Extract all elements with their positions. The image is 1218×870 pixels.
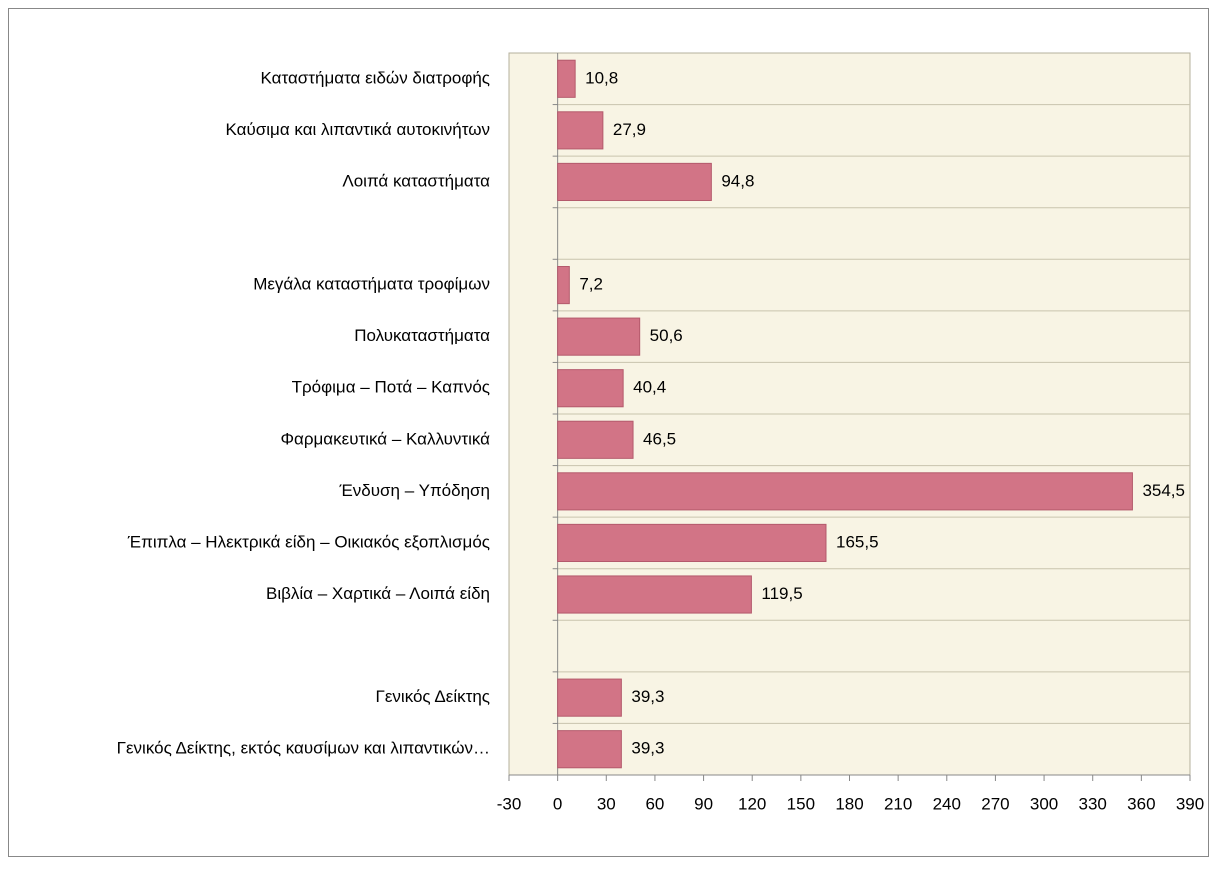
value-label: 119,5 <box>761 584 802 603</box>
value-label: 165,5 <box>836 532 879 551</box>
x-tick-label: 150 <box>787 794 815 813</box>
bar <box>557 730 622 769</box>
x-tick-label: 180 <box>835 794 863 813</box>
bar <box>557 523 827 562</box>
x-tick-label: 270 <box>981 794 1009 813</box>
y-tick-label: Καύσιμα και λιπαντικά αυτοκινήτων <box>226 120 490 139</box>
x-tick-label: 30 <box>597 794 616 813</box>
x-tick-label: -30 <box>497 794 522 813</box>
x-tick-label: 240 <box>933 794 961 813</box>
x-tick-label: 210 <box>884 794 912 813</box>
y-tick-label: Γενικός Δείκτης <box>375 687 490 706</box>
bar <box>557 420 634 459</box>
bar <box>557 575 752 614</box>
value-label: 27,9 <box>613 120 646 139</box>
y-tick-label: Πολυκαταστήματα <box>354 326 490 345</box>
y-tick-label: Ένδυση – Υπόδηση <box>338 481 490 500</box>
value-label: 39,3 <box>631 687 664 706</box>
bar <box>557 162 712 201</box>
value-label: 46,5 <box>643 429 676 448</box>
y-tick-label: Καταστήματα ειδών διατροφής <box>261 68 490 87</box>
value-label: 10,8 <box>585 68 618 87</box>
y-tick-label: Βιβλία – Χαρτικά – Λοιπά είδη <box>266 584 490 603</box>
x-tick-label: 360 <box>1127 794 1155 813</box>
value-label: 50,6 <box>650 326 683 345</box>
y-tick-label: Λοιπά καταστήματα <box>342 171 490 190</box>
value-label: 94,8 <box>721 171 754 190</box>
x-tick-label: 330 <box>1079 794 1107 813</box>
y-tick-label: Έπιπλα – Ηλεκτρικά είδη – Οικιακός εξοπλ… <box>127 532 490 551</box>
x-tick-label: 90 <box>694 794 713 813</box>
bar <box>557 266 570 305</box>
bar <box>557 369 624 408</box>
x-tick-label: 390 <box>1176 794 1204 813</box>
value-label: 7,2 <box>579 275 603 294</box>
x-tick-label: 300 <box>1030 794 1058 813</box>
x-tick-label: 60 <box>645 794 664 813</box>
bar <box>557 678 622 717</box>
x-tick-label: 120 <box>738 794 766 813</box>
bar <box>557 59 576 98</box>
value-label: 39,3 <box>631 739 664 758</box>
y-tick-label: Φαρμακευτικά – Καλλυντικά <box>280 429 490 448</box>
bar <box>557 111 604 150</box>
value-label: 354,5 <box>1142 481 1185 500</box>
bar <box>557 317 641 356</box>
x-tick-label: 0 <box>553 794 562 813</box>
y-tick-label: Τρόφιμα – Ποτά – Καπνός <box>292 378 490 397</box>
y-tick-label: Γενικός Δείκτης, εκτός καυσίμων και λιπα… <box>117 739 490 758</box>
value-label: 40,4 <box>633 378 666 397</box>
bar <box>557 472 1133 511</box>
y-tick-label: Μεγάλα καταστήματα τροφίμων <box>253 275 490 294</box>
